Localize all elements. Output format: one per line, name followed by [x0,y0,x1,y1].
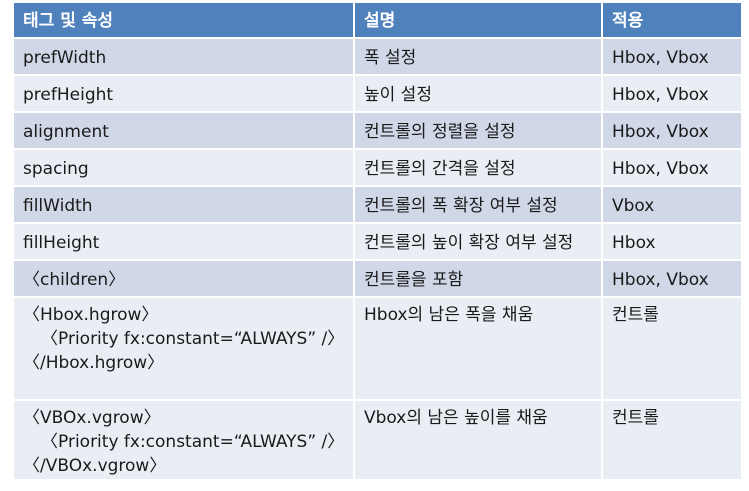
applies-cell: Hbox, Vbox [602,38,741,76]
tag-cell: fillWidth [14,186,355,224]
tag-cell: spacing [14,149,355,187]
table-row: prefWidth 폭 설정 Hbox, Vbox [14,38,741,76]
applies-cell: 컨트롤 [602,400,741,481]
tag-cell: fillHeight [14,223,355,261]
table-row: fillHeight 컨트롤의 높이 확장 여부 설정 Hbox [14,223,741,261]
table-row: 〈VBOx.vgrow〉 〈Priority fx:constant=“ALWA… [14,400,741,481]
applies-cell: Hbox, Vbox [602,75,741,113]
applies-cell: Hbox, Vbox [602,149,741,187]
applies-cell: Hbox, Vbox [602,112,741,150]
tag-cell: 〈children〉 [14,260,355,298]
header-tag-attr: 태그 및 속성 [14,3,355,39]
tag-line: 〈/VBOx.vgrow〉 [23,456,167,476]
header-applies-to: 적용 [602,3,741,39]
description-cell: 높이 설정 [354,75,603,113]
tag-cell: prefWidth [14,38,355,76]
tag-cell: alignment [14,112,355,150]
description-cell: 컨트롤의 간격을 설정 [354,149,603,187]
header-description: 설명 [354,3,603,39]
tag-code-block: 〈Hbox.hgrow〉 〈Priority fx:constant=“ALWA… [23,303,344,375]
tag-cell: 〈VBOx.vgrow〉 〈Priority fx:constant=“ALWA… [14,400,355,481]
description-cell: 컨트롤의 정렬을 설정 [354,112,603,150]
tag-cell: 〈Hbox.hgrow〉 〈Priority fx:constant=“ALWA… [14,297,355,401]
table-row: 〈children〉 컨트롤을 포함 Hbox, Vbox [14,260,741,298]
description-cell: Vbox의 남은 높이를 채움 [354,400,603,481]
tag-cell: prefHeight [14,75,355,113]
tag-code-block: 〈VBOx.vgrow〉 〈Priority fx:constant=“ALWA… [23,406,344,478]
applies-cell: Hbox, Vbox [602,260,741,298]
table-row: 〈Hbox.hgrow〉 〈Priority fx:constant=“ALWA… [14,297,741,401]
applies-cell: Vbox [602,186,741,224]
description-cell: 폭 설정 [354,38,603,76]
table-row: prefHeight 높이 설정 Hbox, Vbox [14,75,741,113]
applies-cell: Hbox [602,223,741,261]
tag-line: 〈Priority fx:constant=“ALWAYS” /〉 [41,432,345,452]
table-row: fillWidth 컨트롤의 폭 확장 여부 설정 Vbox [14,186,741,224]
tag-line: 〈VBOx.vgrow〉 [23,408,161,428]
table-row: spacing 컨트롤의 간격을 설정 Hbox, Vbox [14,149,741,187]
tag-line: 〈Hbox.hgrow〉 [23,305,159,325]
description-cell: 컨트롤을 포함 [354,260,603,298]
attribute-table: 태그 및 속성 설명 적용 prefWidth 폭 설정 Hbox, Vbox … [14,3,741,481]
tag-line: 〈/Hbox.hgrow〉 [23,353,165,373]
description-cell: Hbox의 남은 폭을 채움 [354,297,603,401]
tag-line: 〈Priority fx:constant=“ALWAYS” /〉 [41,329,345,349]
applies-cell: 컨트롤 [602,297,741,401]
description-cell: 컨트롤의 높이 확장 여부 설정 [354,223,603,261]
table-row: alignment 컨트롤의 정렬을 설정 Hbox, Vbox [14,112,741,150]
description-cell: 컨트롤의 폭 확장 여부 설정 [354,186,603,224]
table-header-row: 태그 및 속성 설명 적용 [14,3,741,39]
